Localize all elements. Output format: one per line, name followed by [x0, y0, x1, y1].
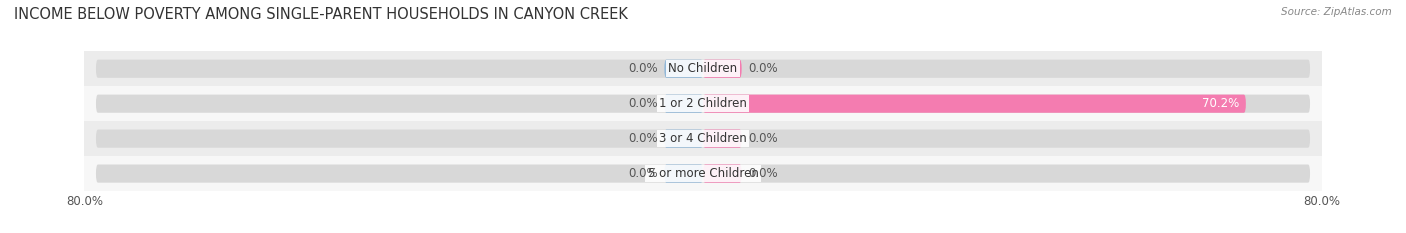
FancyBboxPatch shape: [96, 164, 1310, 183]
Bar: [84, 51, 1322, 86]
Bar: [84, 86, 1322, 121]
Text: 0.0%: 0.0%: [748, 62, 778, 75]
FancyBboxPatch shape: [96, 130, 1310, 148]
FancyBboxPatch shape: [665, 130, 703, 148]
FancyBboxPatch shape: [703, 95, 1246, 113]
Text: 0.0%: 0.0%: [628, 97, 658, 110]
Bar: [84, 156, 1322, 191]
Text: 0.0%: 0.0%: [748, 167, 778, 180]
Text: 0.0%: 0.0%: [748, 132, 778, 145]
Text: 0.0%: 0.0%: [628, 132, 658, 145]
Text: 0.0%: 0.0%: [628, 167, 658, 180]
Text: 5 or more Children: 5 or more Children: [648, 167, 758, 180]
Text: Source: ZipAtlas.com: Source: ZipAtlas.com: [1281, 7, 1392, 17]
FancyBboxPatch shape: [703, 130, 742, 148]
FancyBboxPatch shape: [665, 95, 703, 113]
Text: 3 or 4 Children: 3 or 4 Children: [659, 132, 747, 145]
FancyBboxPatch shape: [703, 60, 742, 78]
FancyBboxPatch shape: [96, 60, 1310, 78]
Bar: [84, 121, 1322, 156]
FancyBboxPatch shape: [703, 164, 742, 183]
Text: INCOME BELOW POVERTY AMONG SINGLE-PARENT HOUSEHOLDS IN CANYON CREEK: INCOME BELOW POVERTY AMONG SINGLE-PARENT…: [14, 7, 628, 22]
Text: 70.2%: 70.2%: [1202, 97, 1240, 110]
Text: No Children: No Children: [668, 62, 738, 75]
Text: 1 or 2 Children: 1 or 2 Children: [659, 97, 747, 110]
FancyBboxPatch shape: [665, 60, 703, 78]
FancyBboxPatch shape: [96, 95, 1310, 113]
FancyBboxPatch shape: [665, 164, 703, 183]
Text: 0.0%: 0.0%: [628, 62, 658, 75]
